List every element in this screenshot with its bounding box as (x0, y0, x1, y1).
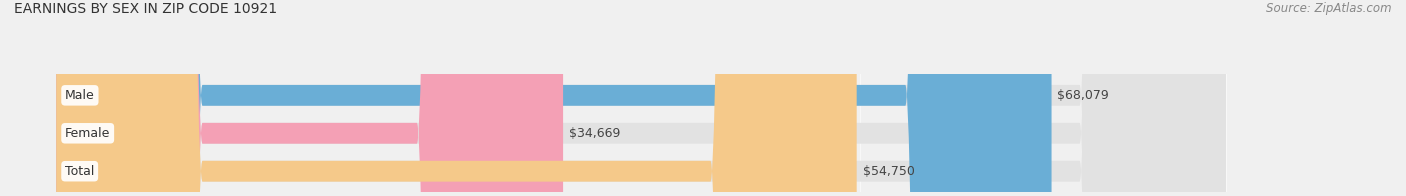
Text: $54,750: $54,750 (862, 165, 914, 178)
FancyBboxPatch shape (56, 0, 562, 196)
Text: Female: Female (65, 127, 111, 140)
Text: Total: Total (65, 165, 94, 178)
Text: $68,079: $68,079 (1057, 89, 1109, 102)
FancyBboxPatch shape (56, 0, 1052, 196)
FancyBboxPatch shape (56, 0, 1226, 196)
Text: $34,669: $34,669 (569, 127, 620, 140)
FancyBboxPatch shape (56, 0, 1226, 196)
Text: EARNINGS BY SEX IN ZIP CODE 10921: EARNINGS BY SEX IN ZIP CODE 10921 (14, 2, 277, 16)
FancyBboxPatch shape (56, 0, 1226, 196)
Text: Source: ZipAtlas.com: Source: ZipAtlas.com (1267, 2, 1392, 15)
Text: Male: Male (65, 89, 94, 102)
FancyBboxPatch shape (56, 0, 856, 196)
